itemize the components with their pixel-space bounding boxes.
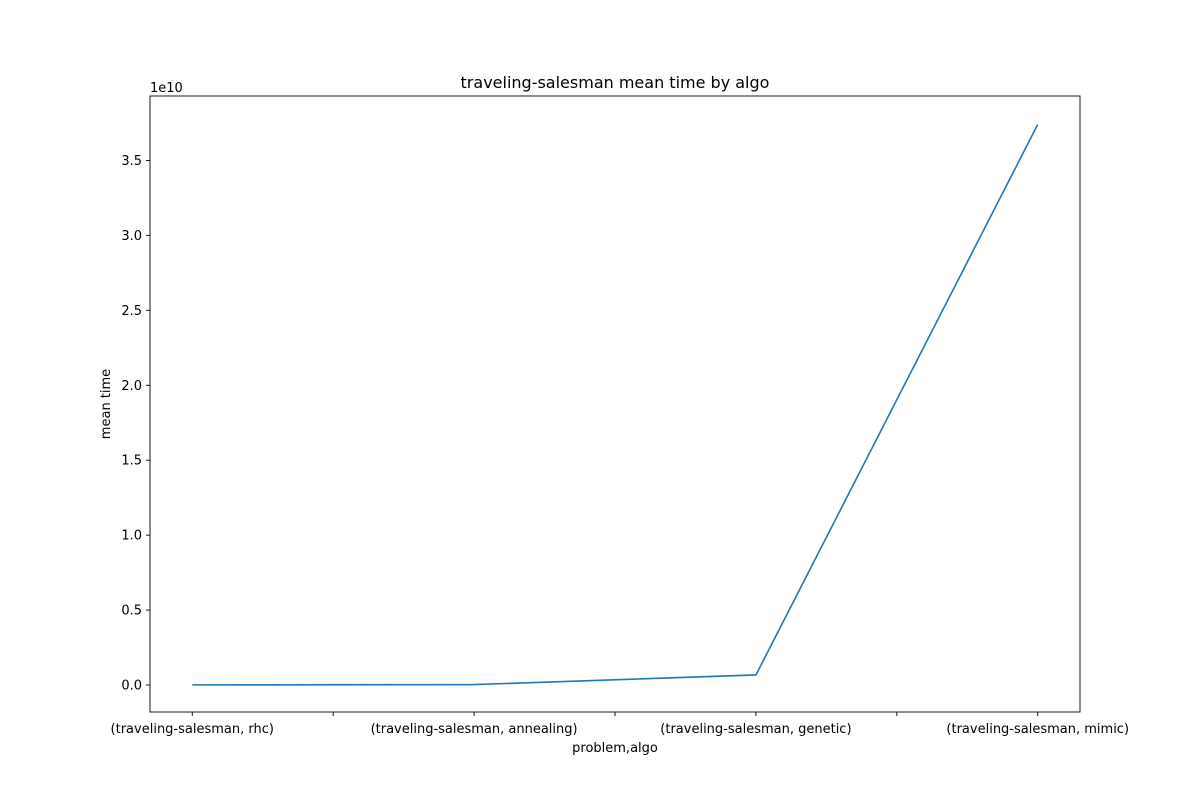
y-tick-label: 0.5 bbox=[121, 604, 142, 619]
y-tick-label: 0.0 bbox=[121, 679, 142, 694]
y-tick-label: 2.5 bbox=[121, 304, 142, 319]
y-tick-label: 1.0 bbox=[121, 529, 142, 544]
y-tick-label: 3.5 bbox=[121, 154, 142, 169]
y-axis-label: mean time bbox=[99, 369, 114, 439]
x-tick-label: (traveling-salesman, mimic) bbox=[946, 722, 1129, 737]
plot-area: 0.0 0.5 1.0 1.5 2.0 2.5 3.0 3.5 (traveling-sales… bbox=[111, 95, 1129, 737]
x-tick-label: (traveling-salesman, rhc) bbox=[111, 722, 274, 737]
chart-title: traveling-salesman mean time by algo bbox=[461, 73, 770, 92]
y-tick-label: 1.5 bbox=[121, 454, 142, 469]
x-tick-label: (traveling-salesman, genetic) bbox=[660, 722, 851, 737]
y-tick-label: 2.0 bbox=[121, 379, 142, 394]
y-offset-text: 1e10 bbox=[150, 81, 183, 96]
x-axis-label: problem,algo bbox=[572, 741, 658, 756]
x-tick-label: (traveling-salesman, annealing) bbox=[371, 722, 578, 737]
series-line bbox=[192, 124, 1039, 686]
y-tick-label: 3.0 bbox=[121, 229, 142, 244]
